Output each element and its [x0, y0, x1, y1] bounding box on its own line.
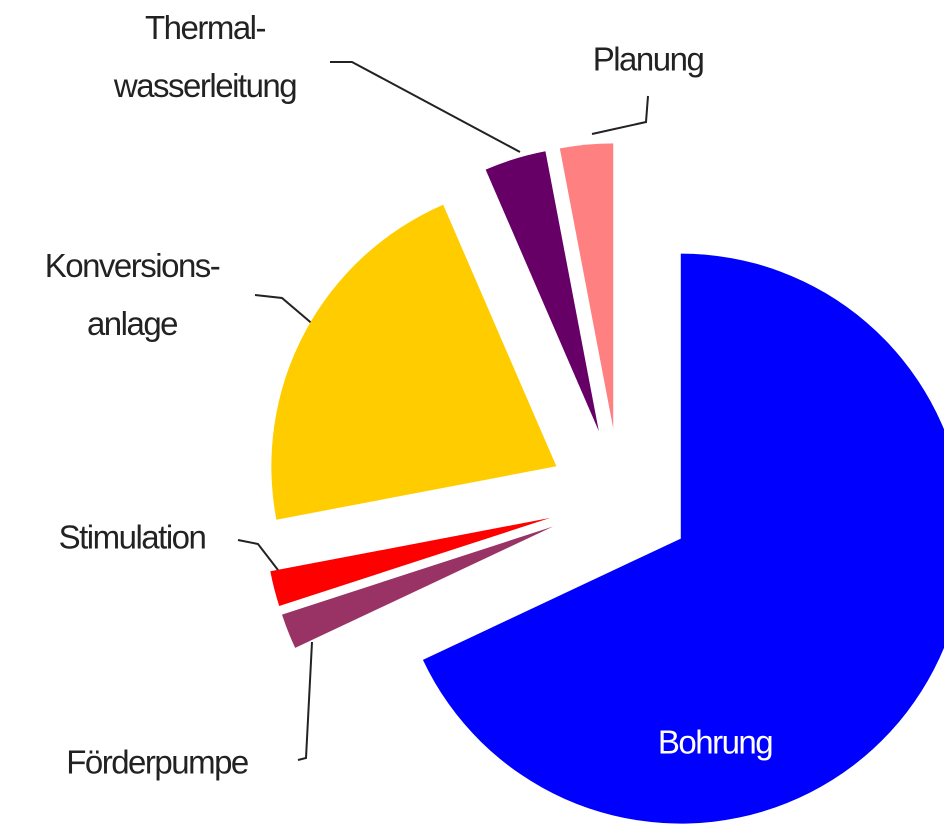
leader-line — [591, 95, 649, 135]
pie-slice — [270, 517, 551, 606]
pie-slice — [559, 143, 614, 429]
slice-label: Stimulation — [59, 519, 206, 556]
slice-label: Konversions-anlage — [45, 247, 220, 342]
slice-label: Bohrung — [658, 724, 772, 761]
pie-slice — [422, 253, 944, 824]
pie-slice — [282, 526, 554, 648]
leader-line — [330, 61, 521, 153]
leader-line — [254, 294, 323, 333]
pie-slice — [271, 204, 557, 520]
slice-label: Thermal-wasserleitung — [113, 9, 296, 104]
slice-label: Förderpumpe — [66, 744, 248, 781]
leader-line — [297, 641, 313, 761]
slice-label: Planung — [593, 41, 704, 78]
pie-slice — [485, 151, 599, 432]
